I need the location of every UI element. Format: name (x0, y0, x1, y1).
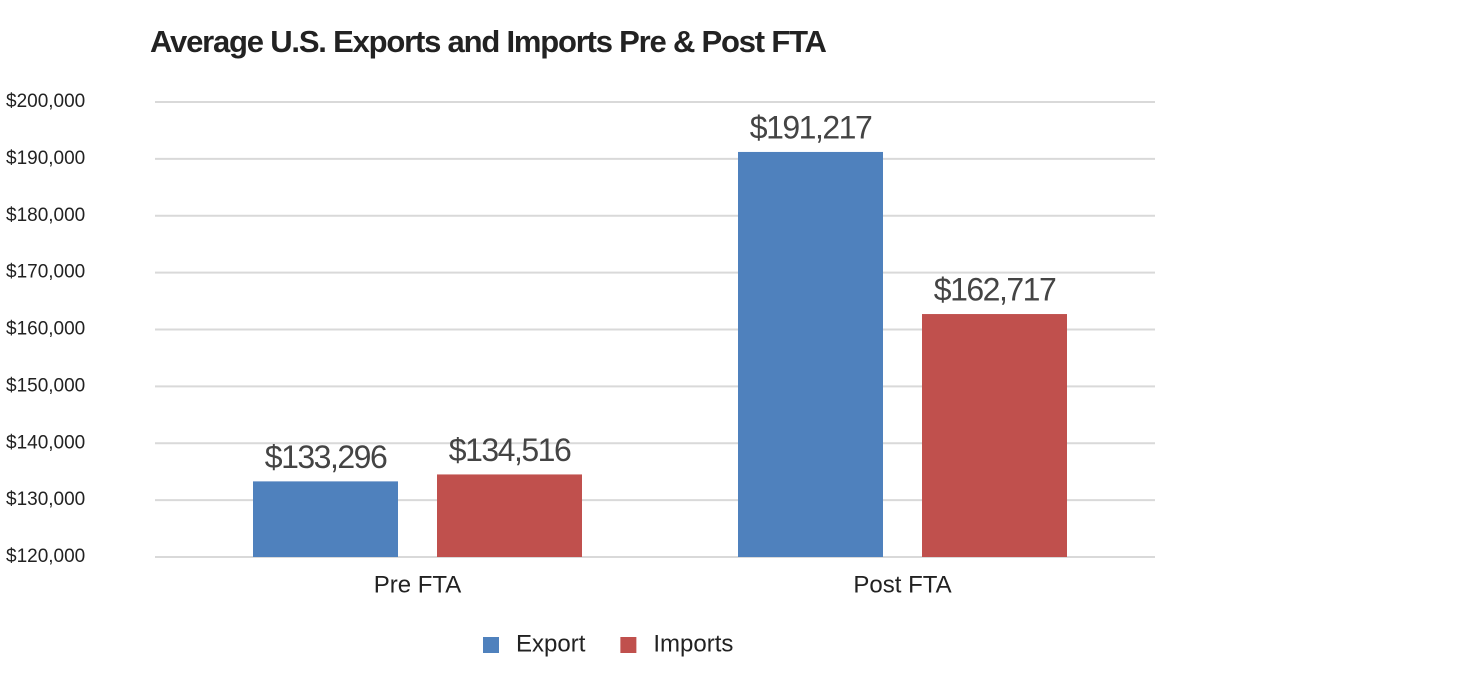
y-tick-label: $200,000 (6, 91, 85, 112)
legend-label: Imports (653, 630, 733, 657)
value-label: $191,217 (750, 109, 872, 145)
bar (253, 481, 398, 557)
y-tick-label: $130,000 (6, 489, 85, 510)
y-tick-label: $150,000 (6, 375, 85, 396)
x-tick-label: Pre FTA (374, 571, 462, 598)
y-tick-label: $120,000 (6, 546, 85, 567)
legend-swatch (483, 637, 499, 653)
value-label: $133,296 (265, 439, 387, 475)
legend-swatch (620, 637, 637, 653)
y-tick-label: $170,000 (6, 262, 85, 283)
bar (738, 151, 883, 557)
chart-title: Average U.S. Exports and Imports Pre & P… (150, 24, 827, 59)
y-tick-label: $160,000 (6, 319, 85, 340)
y-tick-label: $140,000 (6, 432, 85, 453)
x-tick-label: Post FTA (853, 571, 951, 598)
bar (922, 314, 1067, 557)
value-label: $134,516 (449, 432, 571, 468)
y-tick-label: $180,000 (6, 205, 85, 226)
bar (437, 474, 582, 557)
legend-label: Export (516, 630, 586, 657)
value-label: $162,717 (934, 272, 1056, 308)
y-tick-label: $190,000 (6, 148, 85, 169)
